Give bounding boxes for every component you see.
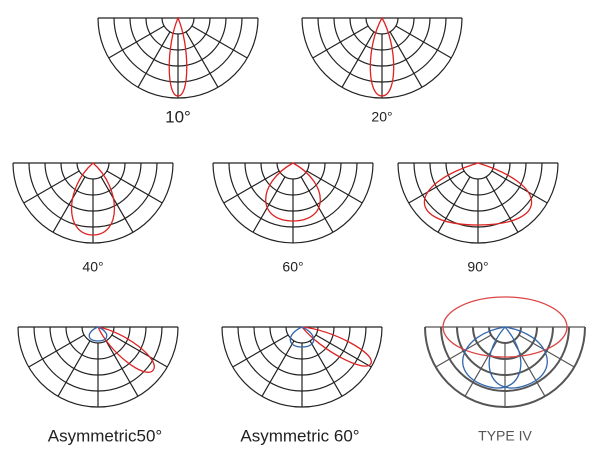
panel-label: Asymmetric50° [48,426,162,445]
grid-radial [300,176,334,233]
panel-label: 20° [371,109,392,125]
beam-curve [300,326,372,367]
beam-curve [423,162,533,226]
grid-radial [191,25,248,59]
grid-radial [185,31,219,88]
grid-radial [491,170,548,204]
beam-curve [88,326,108,342]
grid-radial [261,340,295,397]
grid-radial [437,176,471,233]
panel-label: TYPE IV [478,428,532,444]
grid-radial [232,334,289,368]
grid-radial [57,340,91,397]
grid-radial [111,334,168,368]
grid-radial [100,176,134,233]
beam-curve [96,326,155,373]
grid-arc [365,17,399,35]
panel-label: 10° [165,107,191,126]
grid-radial [28,334,85,368]
beam-curve [265,162,321,222]
beam-curve [488,326,548,389]
grid-arc [161,17,195,35]
grid-radial [108,25,165,59]
grid-radial [252,176,286,233]
grid-radial [341,31,375,88]
panel-label: Asymmetric 60° [240,426,359,445]
grid-radial [315,334,372,368]
panel-label: 90° [467,259,488,275]
grid-radial [106,170,163,204]
panel-label: 40° [82,259,103,275]
beam-curve [369,16,395,97]
beam-curve [168,16,188,97]
grid-radial [52,176,86,233]
beam-curve [462,326,522,389]
grid-radial [518,334,575,368]
beam-curve [71,162,115,236]
panel-label: 60° [282,259,303,275]
grid-radial [137,31,171,88]
grid-radial [312,25,369,59]
grid-arc [461,162,495,180]
grid-radial [105,340,139,397]
grid-radial [435,334,492,368]
grid-radial [395,25,452,59]
grid-radial [23,170,80,204]
grid-radial [389,31,423,88]
beam-curve [442,296,568,358]
grid-radial [223,170,280,204]
grid-radial [485,176,519,233]
grid-radial [309,340,343,397]
grid-radial [408,170,465,204]
grid-radial [306,170,363,204]
beam-curve [289,326,315,348]
